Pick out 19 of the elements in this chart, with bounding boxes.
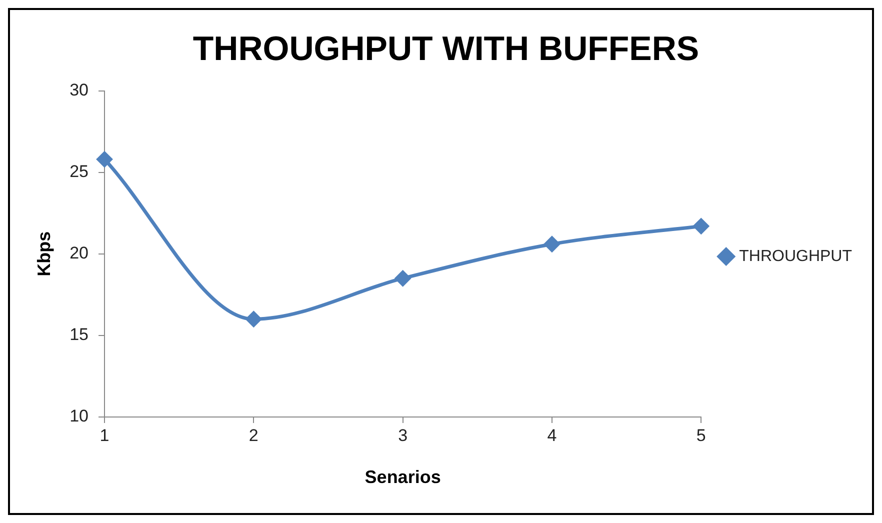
x-tick-label: 1: [100, 426, 110, 445]
y-tick-label: 10: [70, 406, 89, 426]
point: [693, 218, 709, 234]
point: [246, 311, 262, 327]
point: [395, 270, 411, 286]
x-tick-label: 4: [547, 426, 557, 445]
chart-title: THROUGHPUT WITH BUFFERS: [192, 30, 700, 68]
x-axis-title: Senarios: [364, 467, 441, 488]
y-tick-label: 15: [70, 325, 89, 344]
x-tick-label: 3: [398, 426, 408, 445]
x-tick-label: 2: [248, 426, 258, 445]
point: [544, 236, 560, 252]
y-axis-title: Kbps: [34, 231, 54, 276]
point: [96, 152, 112, 168]
y-tick-label: 25: [70, 162, 89, 182]
y-tick-label: 20: [70, 244, 89, 263]
legend-label: THROUGHPUT: [739, 248, 852, 265]
x-tick-label: 5: [696, 426, 706, 445]
y-tick-label: 30: [70, 80, 89, 100]
